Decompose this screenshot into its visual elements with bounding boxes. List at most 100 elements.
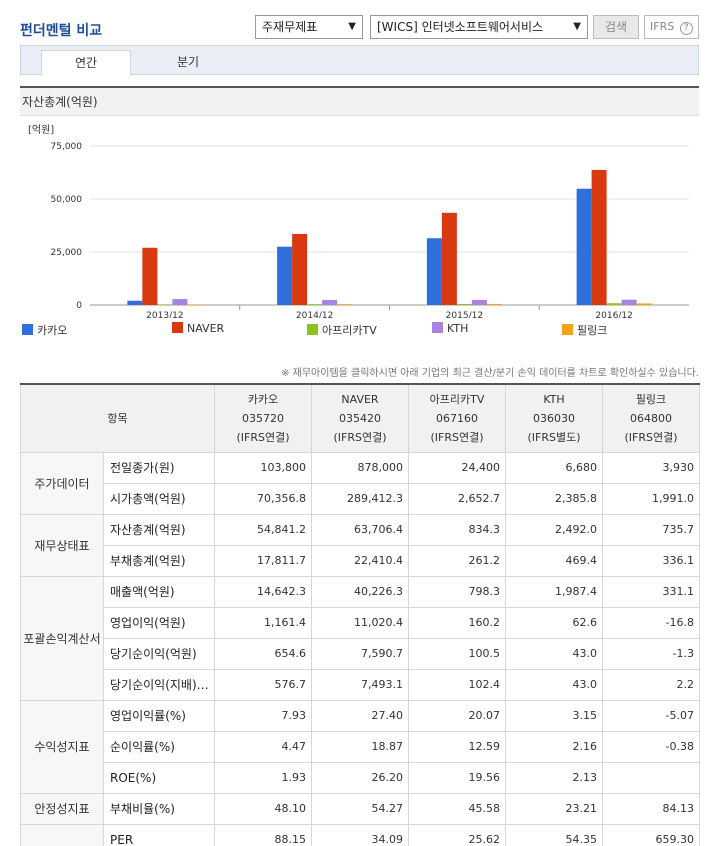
row-group-label: 수익성지표	[20, 699, 104, 794]
table-row: 포괄손익계산서 매출액(억원) 14,642.3 40,226.3 798.3 1,987…	[20, 575, 700, 701]
value-cell: 160.2	[408, 606, 506, 639]
value-cell: 34.09	[311, 823, 409, 846]
legend-item[interactable]: 아프리카TV	[307, 322, 377, 338]
statement-type-select[interactable]: 주재무제표 ▼	[255, 15, 363, 39]
value-cell: 576.7	[214, 668, 312, 701]
header: 펀더멘털 비교 주재무제표 ▼ [WICS] 인터넷소프트웨어서비스 ▼ 검색 …	[0, 0, 716, 44]
company-header[interactable]: 아프리카TV 067160 (IFRS연결)	[408, 383, 506, 453]
row-group-label: 주가데이터	[20, 451, 104, 515]
financial-item-link[interactable]: 영업이익(억원)	[103, 606, 215, 639]
table-row: 영업이익(억원) 1,161.4 11,020.4 160.2 62.6 -16.8	[21, 606, 700, 639]
bar	[591, 169, 607, 305]
value-cell: -1.3	[602, 637, 700, 670]
item-header: 항목	[20, 383, 215, 453]
statement-type-value: 주재무제표	[262, 20, 318, 34]
legend-item[interactable]: 카카오	[22, 322, 67, 338]
tab-annual[interactable]: 연간	[41, 50, 131, 76]
value-cell: 102.4	[408, 668, 506, 701]
bar	[456, 303, 472, 305]
y-tick-label: 25,000	[51, 248, 83, 258]
bar	[486, 303, 502, 305]
legend-swatch	[22, 324, 33, 335]
value-cell: 70,356.8	[214, 482, 312, 515]
table-row: ROE(%) 1.93 26.20 19.56 2.13	[21, 761, 700, 794]
financial-item-link[interactable]: 부채비율(%)	[103, 792, 215, 825]
table-row: PER 88.15 34.09 25.62 54.35 659.30	[20, 823, 700, 846]
legend-item[interactable]: NAVER	[172, 322, 224, 335]
company-header[interactable]: 필링크 064800 (IFRS연결)	[602, 383, 700, 453]
financial-item-link[interactable]: 영업이익률(%)	[103, 699, 215, 732]
y-tick-label: 75,000	[51, 142, 83, 152]
search-button[interactable]: 검색	[593, 15, 639, 39]
financial-item-link[interactable]: 자산총계(억원)	[103, 513, 215, 546]
value-cell: 7.93	[214, 699, 312, 732]
company-basis: (IFRS연결)	[430, 430, 484, 444]
ifrs-help-button[interactable]: IFRS ?	[644, 15, 699, 39]
financial-item-link[interactable]: ROE(%)	[103, 761, 215, 794]
value-cell: 2,385.8	[505, 482, 603, 515]
ifrs-label: IFRS	[650, 20, 675, 33]
legend-label: 아프리카TV	[322, 324, 377, 337]
company-code: 064800	[630, 411, 672, 425]
value-cell: 43.0	[505, 668, 603, 701]
industry-select[interactable]: [WICS] 인터넷소프트웨어서비스 ▼	[370, 15, 588, 39]
legend-item[interactable]: KTH	[432, 322, 468, 335]
legend-label: 필링크	[577, 324, 608, 337]
chevron-down-icon: ▼	[573, 21, 581, 32]
value-cell: 7,493.1	[311, 668, 409, 701]
financial-item-link[interactable]: PER	[103, 823, 215, 846]
company-header[interactable]: NAVER 035420 (IFRS연결)	[311, 383, 409, 453]
value-cell: 54.27	[311, 792, 409, 825]
company-name: 카카오	[247, 392, 279, 406]
value-cell: 88.15	[214, 823, 312, 846]
table-row: 부채총계(억원) 17,811.7 22,410.4 261.2 469.4 336.1	[21, 544, 700, 577]
financial-item-link[interactable]: 순이익률(%)	[103, 730, 215, 763]
table-header-row: 항목 카카오 035720 (IFRS연결) NAVER 035420 (IFRS연결)…	[20, 383, 700, 453]
x-tick-label: 2014/12	[296, 311, 333, 318]
financial-item-link[interactable]: 부채총계(억원)	[103, 544, 215, 577]
y-unit-label: [억원]	[28, 124, 54, 136]
chart-title: 자산총계(억원)	[20, 88, 699, 116]
bar	[337, 304, 353, 305]
company-name: NAVER	[341, 392, 379, 406]
bar	[187, 304, 203, 305]
value-cell: 469.4	[505, 544, 603, 577]
value-cell: 2.13	[505, 761, 603, 794]
value-cell: 4.47	[214, 730, 312, 763]
value-cell: 878,000	[311, 451, 409, 484]
company-header[interactable]: KTH 036030 (IFRS별도)	[505, 383, 603, 453]
value-cell: 18.87	[311, 730, 409, 763]
chevron-down-icon: ▼	[348, 21, 356, 32]
value-cell: 22,410.4	[311, 544, 409, 577]
period-tabs: 연간 분기	[20, 45, 699, 76]
value-cell: 2,492.0	[505, 513, 603, 546]
bar	[142, 247, 158, 305]
bar	[426, 238, 442, 305]
value-cell: 54.35	[505, 823, 603, 846]
value-cell: 63,706.4	[311, 513, 409, 546]
x-tick-label: 2015/12	[446, 311, 483, 318]
financial-item-link[interactable]: 당기순이익(지배)…	[103, 668, 215, 701]
financial-item-link[interactable]: 당기순이익(억원)	[103, 637, 215, 670]
comparison-table: 항목 카카오 035720 (IFRS연결) NAVER 035420 (IFRS연결)…	[20, 383, 700, 846]
legend-item[interactable]: 필링크	[562, 322, 607, 338]
financial-item-link[interactable]: 시가총액(억원)	[103, 482, 215, 515]
table-row: 수익성지표 영업이익률(%) 7.93 27.40 20.07 3.15 -5.07	[20, 699, 700, 794]
chart-panel: 자산총계(억원) [억원] 0 25,000 50,000 75,000 2013/12 2…	[20, 86, 699, 344]
value-cell: 2.2	[602, 668, 700, 701]
y-tick-label: 0	[76, 301, 82, 311]
financial-item-link[interactable]: 매출액(억원)	[103, 575, 215, 608]
value-cell: 659.30	[602, 823, 700, 846]
company-header[interactable]: 카카오 035720 (IFRS연결)	[214, 383, 312, 453]
tab-quarterly[interactable]: 분기	[176, 55, 200, 69]
value-cell: 23.21	[505, 792, 603, 825]
legend-label: 카카오	[37, 324, 68, 337]
row-group-label	[20, 823, 104, 846]
company-code: 036030	[533, 411, 575, 425]
bar	[441, 212, 457, 305]
legend-label: KTH	[447, 322, 469, 335]
value-cell: 24,400	[408, 451, 506, 484]
bar	[292, 233, 308, 305]
chart-legend: 카카오 NAVER 아프리카TV KTH 필링크	[20, 322, 699, 340]
financial-item-link[interactable]: 전일종가(원)	[103, 451, 215, 484]
